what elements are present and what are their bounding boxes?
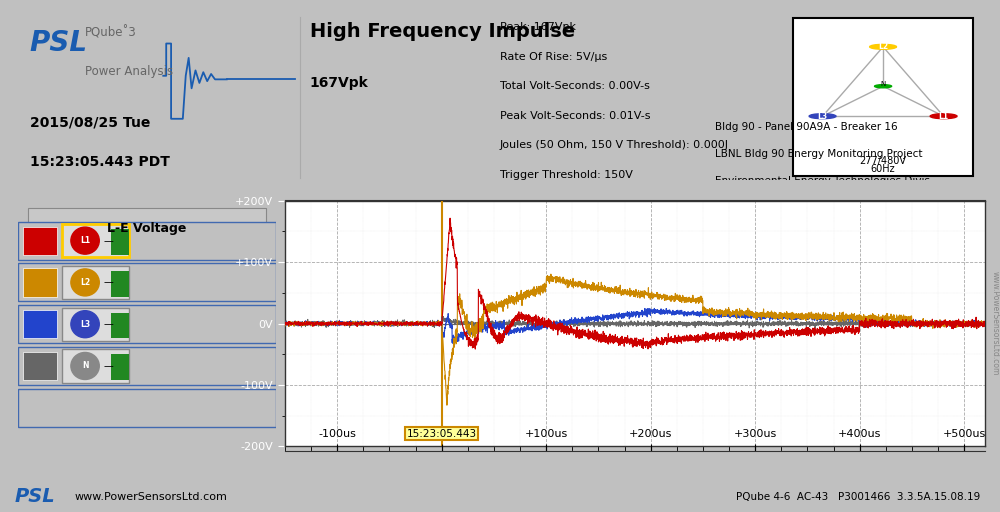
FancyBboxPatch shape — [23, 352, 57, 380]
Text: PQube˚3: PQube˚3 — [85, 26, 137, 39]
Circle shape — [875, 84, 892, 88]
Text: High Frequency Impulse: High Frequency Impulse — [310, 22, 575, 41]
Text: L3: L3 — [818, 112, 828, 121]
Text: www.PowerSensorsLtd.com: www.PowerSensorsLtd.com — [991, 271, 1000, 376]
FancyBboxPatch shape — [111, 229, 129, 255]
Text: —: — — [103, 319, 113, 329]
Text: Total Volt-Seconds: 0.00V-s: Total Volt-Seconds: 0.00V-s — [500, 81, 650, 91]
Text: L2: L2 — [80, 278, 90, 287]
Circle shape — [71, 352, 99, 379]
Text: Rate Of Rise: 5V/μs: Rate Of Rise: 5V/μs — [500, 52, 607, 61]
Text: 167Vpk: 167Vpk — [310, 76, 368, 90]
Text: L2: L2 — [878, 42, 888, 51]
FancyBboxPatch shape — [18, 263, 276, 302]
FancyBboxPatch shape — [23, 310, 57, 338]
Text: L-E Voltage: L-E Voltage — [107, 223, 187, 236]
Text: PSL: PSL — [15, 487, 56, 506]
Text: Trigger Threshold: 150V: Trigger Threshold: 150V — [500, 170, 633, 180]
Text: 277/480V: 277/480V — [860, 156, 907, 166]
Circle shape — [870, 45, 896, 49]
Circle shape — [930, 114, 957, 119]
FancyBboxPatch shape — [18, 389, 276, 427]
Text: N: N — [82, 361, 88, 371]
FancyBboxPatch shape — [18, 222, 276, 260]
Text: www.PowerSensorsLtd.com: www.PowerSensorsLtd.com — [75, 492, 228, 502]
Text: 2015/08/25 Tue: 2015/08/25 Tue — [30, 115, 150, 129]
Text: Peak: 167Vpk: Peak: 167Vpk — [500, 22, 576, 32]
Text: Peak Volt-Seconds: 0.01V-s: Peak Volt-Seconds: 0.01V-s — [500, 111, 650, 121]
Circle shape — [809, 114, 836, 119]
FancyBboxPatch shape — [111, 271, 129, 296]
Text: —: — — [103, 236, 113, 246]
FancyBboxPatch shape — [793, 18, 973, 176]
Text: Bldg 90 - Panel 90A9A - Breaker 16: Bldg 90 - Panel 90A9A - Breaker 16 — [715, 122, 897, 133]
FancyBboxPatch shape — [62, 349, 129, 382]
FancyBboxPatch shape — [23, 268, 57, 296]
FancyBboxPatch shape — [111, 312, 129, 338]
Text: L1: L1 — [80, 236, 90, 245]
Text: L3: L3 — [80, 319, 90, 329]
Text: PQube 4-6  AC-43   P3001466  3.3.5A.15.08.19: PQube 4-6 AC-43 P3001466 3.3.5A.15.08.19 — [736, 492, 980, 502]
FancyBboxPatch shape — [28, 208, 266, 250]
Text: 15:23:05.443 PDT: 15:23:05.443 PDT — [30, 155, 169, 168]
Circle shape — [71, 311, 99, 338]
Text: N: N — [880, 81, 886, 87]
FancyBboxPatch shape — [62, 308, 129, 341]
Text: 60Hz: 60Hz — [871, 164, 895, 174]
FancyBboxPatch shape — [62, 224, 129, 257]
Text: Power Analysis: Power Analysis — [85, 65, 173, 78]
FancyBboxPatch shape — [111, 354, 129, 380]
Text: LBNL Bldg 90 Energy Monitoring Project: LBNL Bldg 90 Energy Monitoring Project — [715, 150, 922, 159]
FancyBboxPatch shape — [62, 266, 129, 299]
Circle shape — [71, 227, 99, 254]
Text: Joules (50 Ohm, 150 V Threshold): 0.000J: Joules (50 Ohm, 150 V Threshold): 0.000J — [500, 140, 729, 151]
Text: Environmental Energy Technologies Divis...: Environmental Energy Technologies Divis.… — [715, 176, 940, 186]
FancyBboxPatch shape — [18, 347, 276, 385]
Circle shape — [71, 269, 99, 296]
Text: L1: L1 — [939, 112, 949, 121]
Text: —: — — [103, 278, 113, 287]
FancyBboxPatch shape — [18, 305, 276, 343]
FancyBboxPatch shape — [23, 226, 57, 255]
Text: —: — — [103, 361, 113, 371]
Text: PSL: PSL — [30, 29, 88, 57]
